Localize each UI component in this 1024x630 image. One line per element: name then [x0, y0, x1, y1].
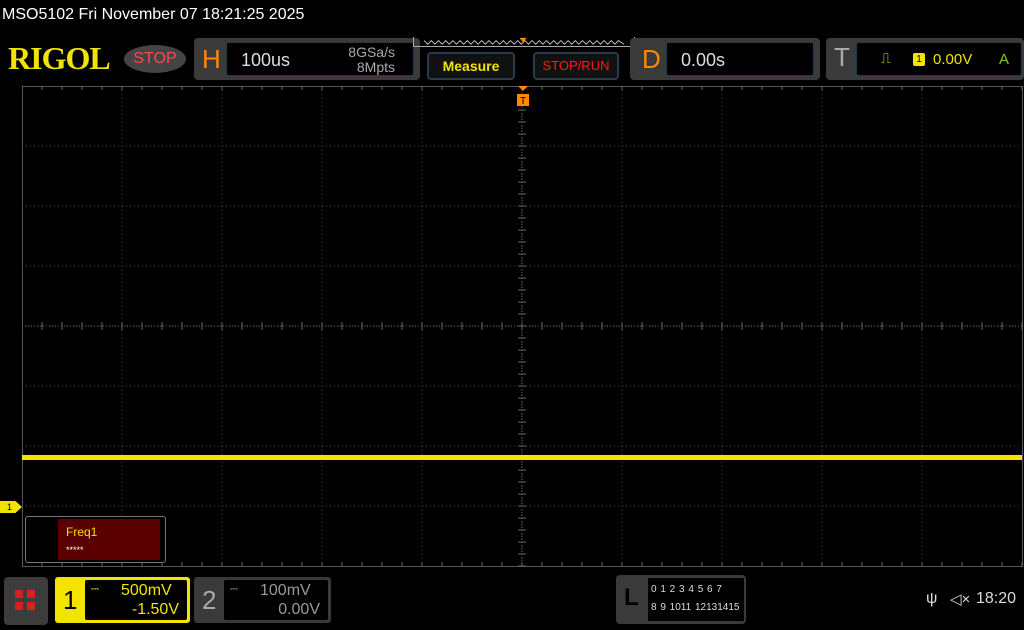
- logic-label: L: [624, 584, 639, 611]
- channel1-panel[interactable]: 1 ⎓ 500mV -1.50V: [55, 577, 190, 623]
- clock: 18:20: [976, 590, 1017, 607]
- trigger-source: 1: [913, 53, 925, 66]
- channel2-panel[interactable]: 2 ⎓ 100mV 0.00V: [194, 577, 331, 623]
- channel2-number: 2: [202, 585, 217, 615]
- dc-coupling-icon: ⎓: [91, 584, 99, 595]
- logic-analyzer-panel[interactable]: L 0 1 2 3 4 5 6 7 8 9 1011 12131415: [616, 575, 746, 624]
- sample-rate: 8GSa/s: [348, 44, 395, 60]
- delay-value: 0.00s: [681, 50, 726, 70]
- channel2-offset: 0.00V: [278, 601, 320, 618]
- horizontal-panel[interactable]: H 100us 8GSa/s 8Mpts: [194, 38, 420, 80]
- menu-button[interactable]: [4, 577, 48, 625]
- channel1-offset: -1.50V: [131, 601, 179, 618]
- delay-label: D: [642, 44, 661, 74]
- measurement-value: *****: [66, 545, 84, 555]
- ch1-trace: [22, 455, 1022, 460]
- trigger-marker-label: T: [520, 96, 526, 107]
- delay-panel[interactable]: D 0.00s: [630, 38, 820, 80]
- logic-channels-row2: 8 9 1011 12131415: [651, 602, 740, 613]
- measurement-label: Freq1: [66, 525, 98, 539]
- timebase: 100us: [241, 50, 291, 70]
- trigger-label: T: [834, 42, 850, 72]
- speaker-muted-icon[interactable]: ◁×: [950, 591, 971, 608]
- rising-edge-icon: ⎍: [881, 50, 891, 66]
- channel1-scale: 500mV: [121, 582, 172, 599]
- channel2-scale: 100mV: [260, 582, 311, 599]
- ch1-offset-marker[interactable]: 1: [0, 501, 22, 513]
- horizontal-label: H: [202, 44, 221, 74]
- horizontal-info: 100us 8GSa/s 8Mpts: [226, 42, 414, 76]
- dc-coupling-icon: ⎓: [230, 584, 238, 595]
- trigger-mode: A: [999, 51, 1010, 68]
- measurement-freq1[interactable]: Freq1 *****: [25, 516, 166, 563]
- trigger-panel[interactable]: T ⎍ 1 0.00V A: [826, 38, 1024, 80]
- channel1-number: 1: [63, 585, 78, 615]
- usb-icon: ψ: [926, 590, 938, 607]
- window-title: MSO5102 Fri November 07 18:21:25 2025: [2, 6, 305, 23]
- waveform-grid[interactable]: [22, 86, 1023, 567]
- run-state-badge[interactable]: STOP: [124, 45, 186, 73]
- logic-channels-row1: 0 1 2 3 4 5 6 7: [651, 584, 722, 595]
- trigger-position-marker[interactable]: T: [516, 86, 530, 110]
- trigger-level: 0.00V: [933, 51, 973, 68]
- measure-button[interactable]: Measure: [427, 52, 515, 80]
- memory-overview-icon: [413, 37, 635, 47]
- rigol-logo: RIGOL: [8, 40, 111, 76]
- memory-depth: 8Mpts: [356, 59, 395, 75]
- stop-run-button[interactable]: STOP/RUN: [533, 52, 619, 80]
